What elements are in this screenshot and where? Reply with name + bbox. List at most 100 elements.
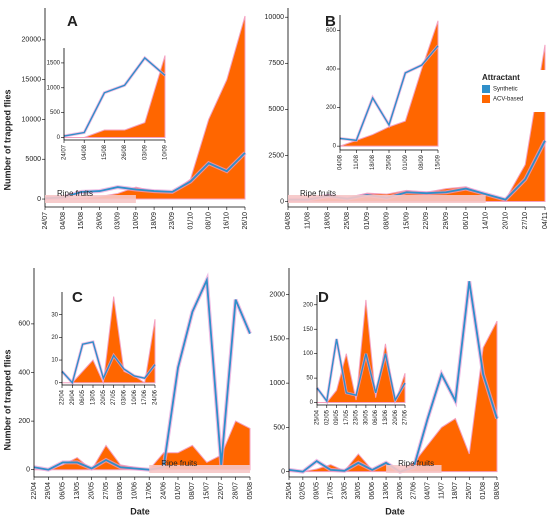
x-tick-label: 30/05 [363,409,369,425]
inset-background [299,291,411,433]
x-tick-label: 24/06 [153,389,159,405]
y-tick-label: 0 [55,380,59,386]
x-tick-label: 06/06 [369,482,376,500]
x-tick-label: 09/05 [334,409,340,425]
x-tick-label: 11/08 [305,212,312,229]
x-tick-label: 04/08 [285,212,292,230]
x-tick-label: 27/05 [103,482,110,500]
annotation: Ripe fruits [57,189,93,198]
x-tick-label: 08/10 [205,212,212,230]
x-tick-label: 05/08 [247,482,254,500]
x-tick-label: 13/05 [74,482,81,500]
y-tick-label: 100 [303,351,314,357]
x-tick-label: 17/05 [327,482,334,500]
x-tick-label: 26/10 [242,212,249,230]
y-tick-label: 5000 [25,156,41,163]
x-tick-label: 06/05 [60,482,67,500]
y-tick-label: 2000 [269,291,285,298]
y-tick-label: 600 [18,321,30,328]
x-tick-label: 27/10 [522,212,529,230]
x-tick-label: 10/06 [132,482,139,500]
legend-swatch [482,95,490,103]
x-tick-label: 22/04 [31,482,38,500]
y-tick-label: 0 [281,469,285,476]
x-tick-label: 20/06 [397,482,404,500]
ripe-band [288,195,486,203]
x-tick-label: 03/09 [115,212,122,230]
y-tick-label: 10 [51,358,58,364]
area [64,55,166,139]
x-tick-label: 23/09 [169,212,176,230]
x-tick-label: 02/05 [300,482,307,500]
ripe-band [45,195,136,203]
legend-label: ACV-based [493,97,523,103]
y-tick-label: 200 [18,418,30,425]
x-tick-label: 13/06 [383,409,389,425]
x-tick-label: 28/07 [232,482,239,500]
y-tick-label: 7500 [268,60,284,67]
line [339,45,439,142]
annotation: Ripe fruits [398,459,434,468]
x-tick-label: 03/06 [122,389,128,405]
x-tick-label: 17/05 [344,409,350,425]
y-tick-label: 200 [303,302,314,308]
x-tick-label: 04/08 [338,154,344,170]
x-tick-label: 27/05 [111,389,117,405]
y-tick-label: 0 [310,400,314,406]
x-tick-label: 09/05 [314,482,321,500]
x-tick-label: 04/07 [425,482,432,500]
y-tick-label: 2500 [268,152,284,159]
x-tick-label: 22/07 [218,482,225,500]
x-tick-label: 01/09 [403,154,409,170]
x-tick-label: 15/09 [403,212,410,230]
y-tick-label: 0 [280,198,284,205]
x-tick-label: 01/10 [187,212,194,230]
y-tick-label: 15000 [22,76,42,83]
panel-title: D [318,289,329,306]
y-tick-label: 400 [18,369,30,376]
line [63,56,166,137]
x-tick-label: 23/05 [354,409,360,425]
x-tick-label: 23/05 [341,482,348,500]
x-tick-label: 08/07 [189,482,196,500]
x-tick-label: 08/09 [419,154,425,170]
x-tick-label: 11/07 [438,482,445,499]
y-tick-label: 5000 [268,106,284,113]
y-tick-label: 20000 [22,37,42,44]
y-tick-label: 600 [326,28,337,34]
x-tick-label: 10/09 [163,144,169,160]
y-tick-label: 150 [303,327,314,333]
ripe-band [149,465,250,473]
x-tick-label: 16/10 [224,212,231,230]
panel-title: C [72,289,83,306]
x-tick-label: 26/08 [96,212,103,230]
x-tick-label: 10/09 [133,212,140,230]
x-tick-label: 06/10 [463,212,470,230]
x-axis-label: Date [130,506,150,516]
x-tick-label: 14/10 [483,212,490,230]
panel-title: B [325,13,336,30]
x-tick-label: 18/08 [324,212,331,230]
x-tick-label: 15/08 [102,144,108,160]
x-tick-label: 25/04 [315,409,321,425]
ripe-band [386,465,442,473]
line [316,338,406,403]
y-tick-label: 10000 [22,116,42,123]
area [317,299,406,404]
legend-swatch [482,85,490,93]
y-tick-label: 0 [37,196,41,203]
area [339,20,439,147]
x-tick-label: 01/07 [175,482,182,500]
x-tick-label: 24/07 [42,212,49,230]
y-tick-label: 30 [51,312,58,318]
y-tick-label: 50 [306,376,313,382]
x-tick-label: 27/06 [411,482,418,500]
y-tick-label: 0 [26,467,30,474]
x-tick-label: 25/04 [286,482,293,500]
legend-background [480,70,546,112]
area [34,420,251,471]
x-tick-label: 17/06 [146,482,153,500]
line [61,341,156,385]
x-tick-label: 26/08 [122,144,128,160]
y-tick-label: 1000 [47,85,61,91]
